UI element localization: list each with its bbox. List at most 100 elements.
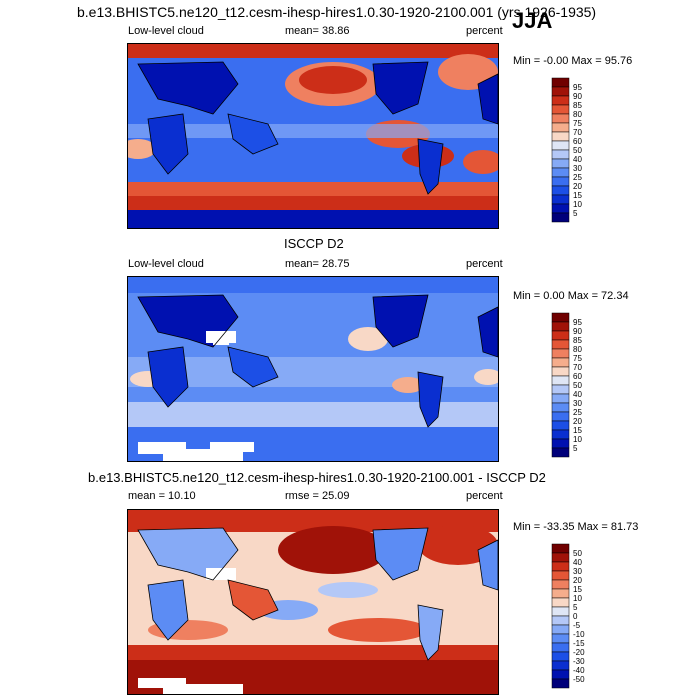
colorbar-box [551, 642, 570, 653]
colorbar-tick-label: 15 [573, 426, 582, 435]
panel3-rmse: rmse = 25.09 [285, 490, 350, 502]
colorbar-tick-label: 20 [573, 182, 582, 191]
panel1-variable: Low-level cloud [128, 25, 204, 37]
colorbar-tick-label: 30 [573, 164, 582, 173]
colorbar-tick-label: 75 [573, 119, 582, 128]
colorbar-tick-label: 25 [573, 408, 582, 417]
colorbar-tick-label: 90 [573, 92, 582, 101]
panel2-minmax: Min = 0.00 Max = 72.34 [513, 290, 629, 302]
colorbar-tick-label: 85 [573, 101, 582, 110]
colorbar-tick-label: 15 [573, 191, 582, 200]
panel2-map [127, 276, 499, 462]
colorbar-tick-label: 60 [573, 137, 582, 146]
colorbar-box [551, 194, 570, 205]
panel2-colorbar: 95 90 85 80 75 70 60 50 40 30 25 20 15 10 5 [551, 312, 611, 462]
colorbar-box [551, 438, 570, 449]
colorbar-box [551, 579, 570, 590]
colorbar-box [551, 375, 570, 386]
panel3-minmax: Min = -33.35 Max = 81.73 [513, 521, 639, 533]
colorbar-tick-label: 50 [573, 549, 582, 558]
panel2-heading: ISCCP D2 [284, 236, 344, 251]
colorbar-tick-label: 20 [573, 576, 582, 585]
colorbar-box [551, 543, 570, 554]
colorbar-box [551, 651, 570, 662]
colorbar-tick-label: 70 [573, 363, 582, 372]
colorbar-box [551, 429, 570, 440]
colorbar-box [551, 606, 570, 617]
panel1-mean: mean= 38.86 [285, 25, 350, 37]
colorbar-box [551, 131, 570, 142]
panel3-heading: b.e13.BHISTC5.ne120_t12.cesm-ihesp-hires… [88, 470, 546, 485]
colorbar-tick-label: 10 [573, 435, 582, 444]
colorbar-tick-label: -40 [573, 666, 585, 675]
colorbar-tick-label: 0 [573, 612, 578, 621]
colorbar-box [551, 615, 570, 626]
panel1-minmax: Min = -0.00 Max = 95.76 [513, 55, 633, 67]
colorbar-box [551, 203, 570, 214]
panel3-map-plot [128, 510, 498, 694]
colorbar-tick-label: 75 [573, 354, 582, 363]
colorbar-tick-label: 15 [573, 585, 582, 594]
colorbar-box [551, 158, 570, 169]
colorbar-tick-label: 95 [573, 83, 582, 92]
colorbar-tick-label: 70 [573, 128, 582, 137]
colorbar-box [551, 113, 570, 124]
panel3-colorbar: 50 40 30 20 15 10 5 0 -5 -10 -15 -20 -30 -40 -50 [551, 543, 611, 693]
colorbar-tick-label: 50 [573, 381, 582, 390]
colorbar-box [551, 660, 570, 671]
colorbar-tick-label: -15 [573, 639, 585, 648]
colorbar-box [551, 366, 570, 377]
colorbar-box [551, 176, 570, 187]
colorbar-box [551, 552, 570, 563]
colorbar-tick-label: 80 [573, 345, 582, 354]
colorbar-tick-label: 90 [573, 327, 582, 336]
colorbar-box [551, 597, 570, 608]
colorbar-tick-label: 30 [573, 399, 582, 408]
panel1-map-plot [128, 44, 498, 228]
colorbar-box [551, 86, 570, 97]
colorbar-box [551, 570, 570, 581]
colorbar-tick-label: 50 [573, 146, 582, 155]
colorbar-box [551, 393, 570, 404]
panel1-map [127, 43, 499, 229]
colorbar-tick-label: -20 [573, 648, 585, 657]
colorbar-box [551, 95, 570, 106]
colorbar-box [551, 330, 570, 341]
colorbar-box [551, 348, 570, 359]
colorbar-box [551, 678, 570, 689]
colorbar-tick-label: -50 [573, 675, 585, 684]
colorbar-box [551, 122, 570, 133]
colorbar-tick-label: 40 [573, 155, 582, 164]
colorbar-tick-label: 30 [573, 567, 582, 576]
colorbar-box [551, 561, 570, 572]
colorbar-box [551, 624, 570, 635]
colorbar-box [551, 312, 570, 323]
colorbar-box [551, 588, 570, 599]
main-title: b.e13.BHISTC5.ne120_t12.cesm-ihesp-hires… [77, 4, 597, 20]
colorbar-box [551, 321, 570, 332]
panel2-map-plot [128, 277, 498, 461]
colorbar-tick-label: 60 [573, 372, 582, 381]
colorbar-tick-label: 85 [573, 336, 582, 345]
colorbar-box [551, 212, 570, 223]
colorbar-tick-label: 5 [573, 444, 578, 453]
colorbar-box [551, 167, 570, 178]
colorbar-tick-label: 20 [573, 417, 582, 426]
colorbar-box [551, 104, 570, 115]
colorbar-tick-label: -5 [573, 621, 581, 630]
panel3-mean: mean = 10.10 [128, 490, 196, 502]
colorbar-box [551, 411, 570, 422]
colorbar-box [551, 140, 570, 151]
panel3-units: percent [466, 490, 503, 502]
colorbar-box [551, 447, 570, 458]
colorbar-tick-label: 5 [573, 603, 578, 612]
colorbar-box [551, 402, 570, 413]
panel3-map [127, 509, 499, 695]
colorbar-box [551, 420, 570, 431]
colorbar-box [551, 357, 570, 368]
colorbar-tick-label: 10 [573, 594, 582, 603]
colorbar-tick-label: -30 [573, 657, 585, 666]
colorbar-tick-label: 5 [573, 209, 578, 218]
